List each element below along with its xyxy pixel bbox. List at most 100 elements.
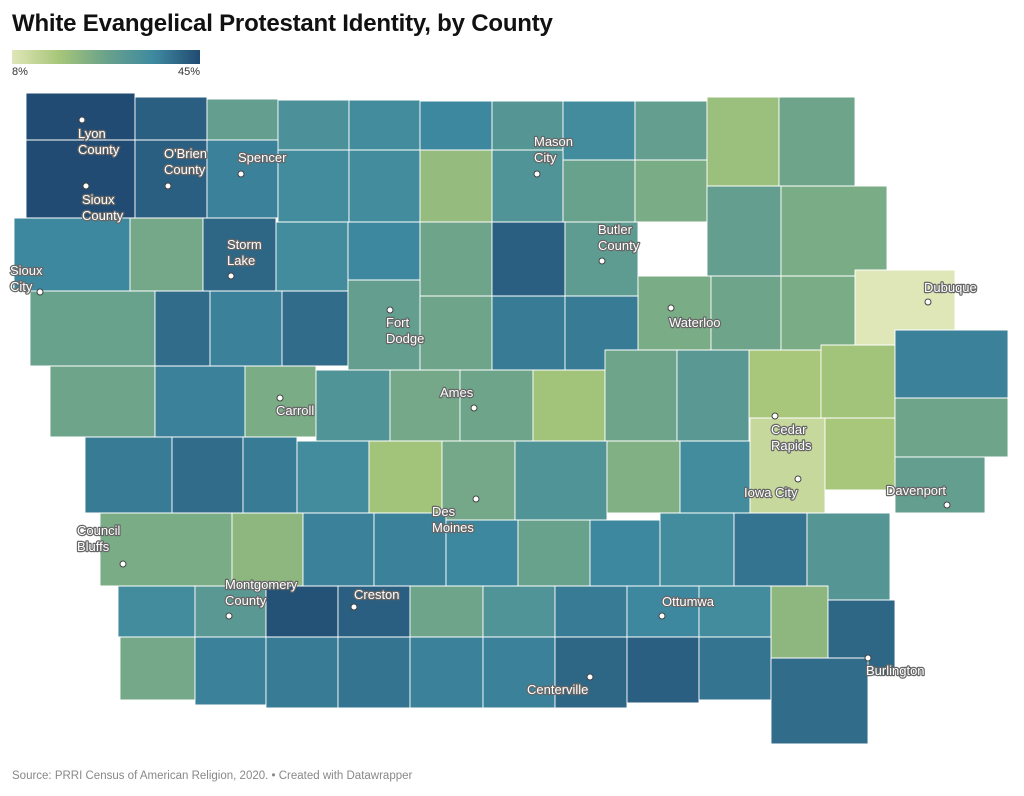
city-marker-butler-county: [598, 257, 606, 265]
county-layer: [13, 92, 1009, 745]
county-webster[interactable]: [347, 279, 421, 371]
county-clarke[interactable]: [482, 585, 556, 638]
county-poweshiek[interactable]: [606, 440, 681, 514]
county-dickinson[interactable]: [206, 98, 279, 141]
county-hardin[interactable]: [491, 295, 566, 371]
county-crawford[interactable]: [244, 365, 317, 438]
county-howard[interactable]: [634, 100, 708, 161]
county-ringgold[interactable]: [409, 636, 484, 709]
county-jackson[interactable]: [894, 397, 1009, 458]
source-footer: Source: PRRI Census of American Religion…: [12, 770, 413, 782]
county-hamilton[interactable]: [419, 295, 493, 371]
county-mills[interactable]: [194, 585, 267, 638]
county-palo-alto[interactable]: [277, 149, 350, 223]
county-allamakee[interactable]: [778, 96, 856, 187]
county-sioux[interactable]: [25, 139, 136, 219]
county-butler[interactable]: [491, 221, 566, 297]
county-montgomery[interactable]: [265, 585, 339, 638]
county-clayton[interactable]: [706, 185, 782, 277]
county-cedar[interactable]: [894, 456, 986, 514]
county-johnson[interactable]: [749, 417, 826, 514]
county-woodbury[interactable]: [29, 290, 156, 367]
county-winneshiek[interactable]: [706, 96, 780, 187]
city-marker-o-brien-county: [164, 182, 172, 190]
county-iowa[interactable]: [679, 440, 751, 514]
county-greene[interactable]: [389, 369, 461, 442]
county-page[interactable]: [265, 636, 339, 709]
county-appanoose[interactable]: [626, 636, 700, 704]
county-cerro-gordo[interactable]: [419, 149, 493, 223]
city-marker-burlington: [864, 654, 872, 662]
county-winnebago[interactable]: [419, 100, 493, 151]
county-audubon[interactable]: [242, 436, 298, 514]
county-wapello[interactable]: [698, 585, 772, 638]
county-ida[interactable]: [154, 290, 211, 367]
county-tama[interactable]: [676, 349, 750, 442]
county-worth[interactable]: [491, 100, 564, 151]
county-harrison[interactable]: [84, 436, 173, 514]
city-marker-montgomery-county: [225, 612, 233, 620]
county-story[interactable]: [532, 369, 606, 442]
county-mahaska[interactable]: [659, 512, 735, 587]
county-cherokee[interactable]: [13, 217, 131, 292]
county-jasper[interactable]: [514, 440, 608, 521]
county-pottawattamie[interactable]: [231, 512, 304, 587]
county-warren[interactable]: [517, 519, 591, 587]
county-marion[interactable]: [589, 519, 661, 587]
county-buena-vista[interactable]: [129, 217, 204, 292]
county-van-buren[interactable]: [770, 657, 869, 745]
county-delaware[interactable]: [710, 275, 782, 351]
county-adair[interactable]: [373, 512, 447, 587]
county-cass[interactable]: [302, 512, 375, 587]
city-marker-cedar-rapids: [771, 412, 779, 420]
county-washington[interactable]: [806, 512, 891, 601]
county-hancock[interactable]: [348, 149, 421, 223]
county-sac[interactable]: [209, 290, 283, 367]
county-marshall[interactable]: [604, 349, 678, 442]
county-lucas[interactable]: [554, 585, 628, 638]
county-muscatine[interactable]: [99, 512, 233, 587]
city-marker-creston: [350, 603, 358, 611]
county-buchanan[interactable]: [637, 275, 712, 351]
county-fremont[interactable]: [194, 636, 267, 706]
county-scott[interactable]: [824, 417, 896, 491]
county-black-hawk[interactable]: [748, 349, 822, 419]
county-carroll[interactable]: [315, 369, 391, 442]
county-lyon[interactable]: [25, 92, 136, 141]
county-linn[interactable]: [820, 344, 896, 419]
county-emmet[interactable]: [277, 99, 350, 151]
county-guthrie[interactable]: [296, 440, 370, 514]
county-plymouth[interactable]: [780, 185, 888, 277]
county-kossuth[interactable]: [348, 99, 421, 151]
city-label-sioux-county: Sioux County: [82, 192, 124, 223]
county-union[interactable]: [409, 585, 484, 638]
county-jefferson[interactable]: [770, 585, 829, 659]
county-shelby[interactable]: [171, 436, 244, 514]
county-franklin[interactable]: [419, 221, 493, 297]
county-floyd[interactable]: [491, 149, 564, 223]
county-jones[interactable]: [894, 329, 1009, 399]
county-pocahontas[interactable]: [202, 217, 277, 292]
county-louisa[interactable]: [117, 585, 196, 638]
county-taylor[interactable]: [337, 636, 411, 709]
city-layer: Lyon County Sioux County O'Brien County Spence…: [9, 116, 978, 698]
city-marker-lyon-county: [78, 116, 86, 124]
county-boone[interactable]: [459, 369, 534, 442]
county-osceola[interactable]: [134, 96, 208, 141]
county-monona[interactable]: [154, 365, 246, 438]
county-clinton[interactable]: [49, 365, 156, 438]
county-madison[interactable]: [445, 519, 519, 587]
county-benton[interactable]: [780, 275, 856, 351]
county-chickasaw[interactable]: [562, 159, 636, 223]
county-davis[interactable]: [698, 636, 772, 701]
county-humboldt[interactable]: [275, 221, 349, 297]
county-wayne[interactable]: [554, 636, 628, 709]
county-adams[interactable]: [337, 585, 411, 638]
county-decatur[interactable]: [482, 636, 556, 709]
county-calhoun[interactable]: [281, 290, 349, 367]
county-dallas[interactable]: [368, 440, 443, 514]
county-fayette[interactable]: [634, 159, 708, 223]
county-keokuk[interactable]: [733, 512, 808, 587]
county-mitchell[interactable]: [562, 100, 636, 161]
county-des-moines[interactable]: [119, 636, 196, 701]
